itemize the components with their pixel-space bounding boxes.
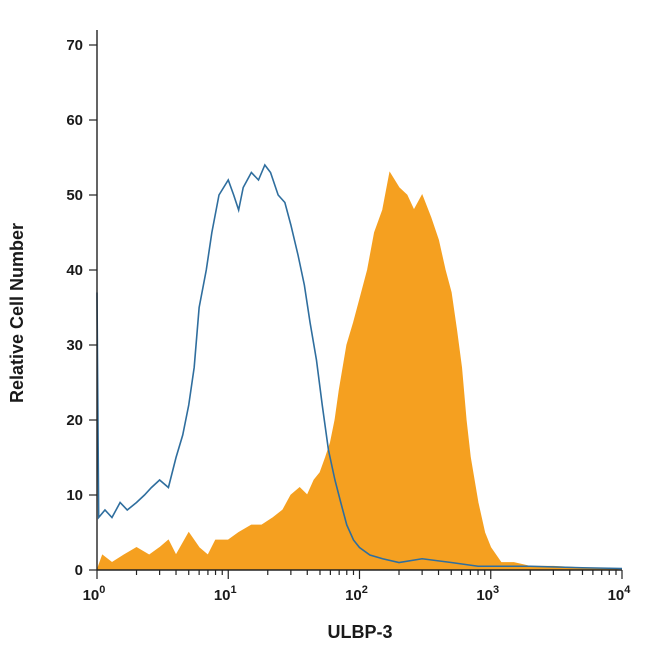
y-tick-label: 50 (66, 187, 83, 204)
y-tick-label: 40 (66, 262, 83, 279)
plot-area (96, 163, 623, 571)
x-tick-label: 100 (83, 584, 106, 604)
y-tick-label: 20 (66, 412, 83, 429)
histogram-filled-series (96, 171, 623, 571)
y-tick-label: 70 (66, 37, 83, 54)
y-tick-label: 0 (75, 562, 83, 579)
x-axis: 100 101 102 103 104 (83, 569, 632, 604)
y-axis-title: Relative Cell Number (7, 223, 27, 403)
y-tick-label: 30 (66, 337, 83, 354)
x-tick-label: 103 (476, 584, 499, 604)
y-tick-label: 10 (66, 487, 83, 504)
histogram-outline-series (96, 163, 623, 570)
x-tick-label: 101 (214, 584, 237, 604)
x-tick-label: 104 (608, 584, 632, 604)
x-axis-title: ULBP-3 (327, 622, 392, 642)
y-tick-label: 60 (66, 112, 83, 129)
y-axis: 0 10 20 30 40 50 60 70 (66, 30, 98, 579)
x-tick-label: 102 (345, 584, 368, 604)
